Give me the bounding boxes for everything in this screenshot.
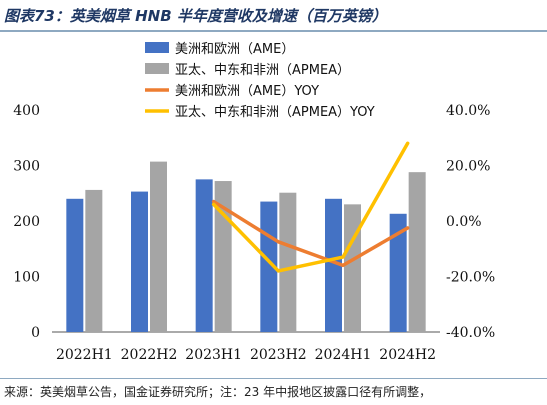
bar (344, 204, 361, 332)
lines (211, 141, 410, 273)
x-category-label: 2023H2 (250, 347, 307, 363)
bar (325, 198, 342, 332)
x-category-label: 2023H1 (185, 347, 242, 363)
y-left-tick-label: 400 (13, 103, 40, 119)
y-left-ticks: 0 100 200 300 400 (13, 103, 40, 341)
bar (150, 161, 167, 332)
x-categories: 2022H1 2022H2 2023H1 2023H2 2024H1 2024H2 (56, 347, 436, 363)
x-category-label: 2024H1 (315, 347, 372, 363)
y-right-tick-label: -40.0% (446, 325, 495, 341)
y-right-tick-label: 20.0% (446, 159, 490, 175)
y-left-tick-label: 0 (31, 325, 40, 341)
bar (131, 191, 148, 332)
bar (389, 213, 407, 332)
legend-swatch (145, 42, 169, 53)
bar (66, 198, 84, 332)
legend-swatch (145, 63, 169, 74)
bar (408, 172, 426, 332)
y-left-tick-label: 100 (13, 270, 40, 286)
y-right-ticks: 40.0% 20.0% 0.0% -20.0% -40.0% (446, 103, 495, 341)
legend-entry: 美洲和欧洲（AME）YOY (175, 84, 319, 99)
series-line (211, 141, 410, 273)
y-right-tick-label: 40.0% (446, 103, 490, 119)
y-left-tick-label: 200 (13, 214, 40, 230)
title-divider (0, 30, 547, 32)
series-line (211, 199, 410, 268)
y-right-tick-label: -20.0% (446, 270, 495, 286)
footer-divider (0, 378, 547, 379)
legend: 美洲和欧洲（AME） 亚太、中东和非洲（APMEA） 美洲和欧洲（AME）YOY 亚太… (145, 42, 375, 120)
bar (85, 189, 103, 332)
x-category-label: 2022H2 (121, 347, 178, 363)
chart: 美洲和欧洲（AME） 亚太、中东和非洲（APMEA） 美洲和欧洲（AME）YOY 亚太… (13, 42, 495, 363)
y-right-tick-label: 0.0% (446, 214, 482, 230)
legend-entry: 亚太、中东和非洲（APMEA） (175, 63, 350, 78)
legend-entry: 亚太、中东和非洲（APMEA）YOY (175, 105, 375, 120)
y-left-tick-label: 300 (13, 159, 40, 175)
source-note: 来源：英美烟草公告，国金证券研究所；注：23 年中报地区披露口径有所调整， (4, 385, 432, 399)
legend-entry: 美洲和欧洲（AME） (175, 42, 294, 57)
x-category-label: 2022H1 (56, 347, 113, 363)
x-category-label: 2024H2 (379, 347, 436, 363)
bar (279, 192, 297, 332)
chart-title: 图表73：英美烟草 HNB 半年度营收及增速（百万英镑） (4, 7, 387, 25)
bar (195, 179, 213, 332)
